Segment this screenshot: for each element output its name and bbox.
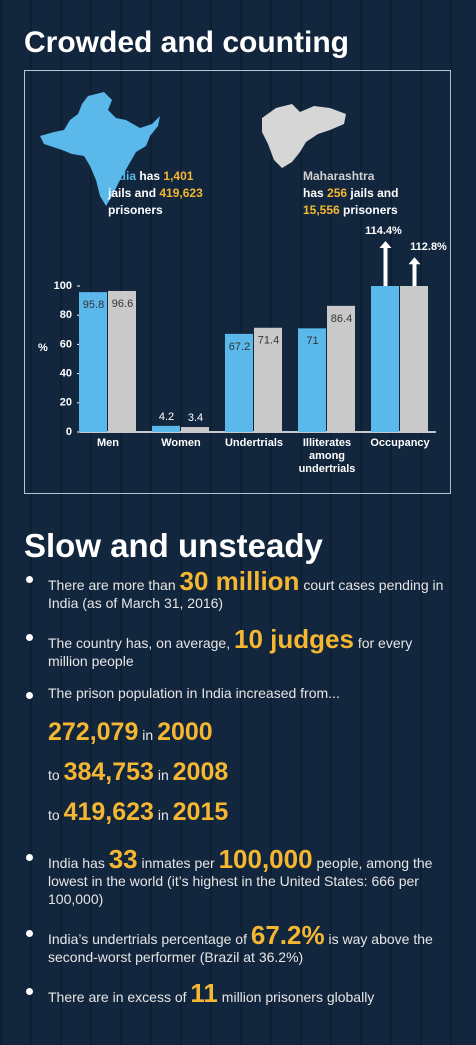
text: to [48,807,60,823]
text: to [48,767,60,783]
x-tick-label: Women [161,437,201,449]
title: Slow and unsteady [24,527,323,564]
x-tick-label: Illiterates among undertrials [298,437,356,475]
year: 2008 [172,758,229,786]
value-label: 71 [306,335,318,347]
value-label: 95.8 [83,299,104,311]
text: There are in excess of [48,989,191,1005]
text: has [139,169,161,183]
emphasis: 10 judges [234,624,354,654]
maharashtra-map [262,104,346,168]
text: prisoners [343,203,398,217]
bullet: There are in excess of 11 million prison… [24,980,454,1006]
bar [254,327,282,432]
y-tick-label: 60 [60,338,72,350]
y-axis-label: % [38,342,48,354]
text: prisoners [108,203,163,217]
population-row: to 384,753 in 2008 [24,756,454,788]
emphasis: 67.2% [250,920,325,950]
population-row: 272,079 in 2000 [24,716,454,748]
value: 272,079 [48,718,139,746]
bullet-list: There are more than 30 million court cas… [24,568,454,1020]
bullet: The country has, on average, 10 judges f… [24,626,454,670]
text: people, among the lowest in the world (i… [48,855,433,907]
text: The prison population in India increased… [48,685,340,701]
name: India [108,169,137,183]
bullet: India’s undertrials percentage of 67.2% … [24,922,454,966]
text: in [157,767,169,783]
text: in [157,807,169,823]
value-label: 96.6 [112,298,133,310]
bar [371,286,399,432]
y-tick-label: 80 [60,309,72,321]
title: Crowded and counting [24,26,349,59]
text: million prisoners globally [217,989,375,1005]
bar [79,292,107,432]
prisoners: 419,623 [159,186,203,200]
bar [108,290,136,432]
bar [152,425,180,432]
jails: 256 [327,186,348,200]
value-label: 71.4 [258,335,279,347]
text: India has [48,855,109,871]
bar [327,305,355,432]
x-tick-label: Occupancy [370,437,430,449]
y-tick-label: 20 [60,397,72,409]
x-tick-label: Undertrials [224,437,284,449]
text: jails and [350,186,399,200]
value-label: 114.4% [365,225,402,237]
bullet: There are more than 30 million court cas… [24,568,454,612]
bullet: The prison population in India increased… [24,684,454,702]
india-map [40,92,160,206]
emphasis: 33 [108,844,138,874]
arrow-head [408,257,421,265]
chart: % 0 20 40 60 80 100 95.8 96.6 4.2 3.4 67.2 71.4 71 86… [38,92,447,438]
name: Maharashtra [303,169,375,183]
jails: 1,401 [163,169,194,183]
text: has [303,186,324,200]
value-label: 3.4 [188,412,203,424]
emphasis: 11 [190,978,218,1008]
value-label: 67.2 [229,341,250,353]
value-label: 112.8% [410,241,447,253]
emphasis: 100,000 [218,844,313,874]
y-tick-label: 100 [54,280,72,292]
text: in [142,727,154,743]
y-tick-label: 40 [60,368,72,380]
text: There are more than [48,577,180,593]
text: for every million people [48,635,413,669]
bar [298,328,326,432]
bar [225,333,253,432]
plot-area [79,286,428,432]
text: jails and [108,186,157,200]
population-row: to 419,623 in 2015 [24,796,454,828]
value: 419,623 [63,798,154,826]
bullet: India has 33 inmates per 100,000 people,… [24,846,454,908]
text: is way above the second-worst performer … [48,931,433,965]
text: India’s undertrials percentage of [48,931,251,947]
bar [181,427,209,432]
arrow-head [379,240,392,248]
value-label: 86.4 [331,313,352,325]
text: court cases pending in India (as of Marc… [48,577,444,611]
y-tick-label: 0 [66,426,72,438]
text: inmates per [137,855,219,871]
maharashtra-caption: Maharashtra has 256 jails and 15,556 pri… [303,168,398,219]
year: 2015 [172,798,229,826]
year: 2000 [157,718,213,746]
value-label: 4.2 [159,411,174,423]
text: The country has, on average, [48,635,234,651]
x-tick-label: Men [97,437,119,449]
bar [400,286,428,432]
prisoners: 15,556 [303,203,340,217]
chart-box [24,70,451,494]
india-caption: India has 1,401 jails and 419,623 prison… [108,168,203,219]
emphasis: 30 million [179,566,300,596]
value: 384,753 [63,758,154,786]
